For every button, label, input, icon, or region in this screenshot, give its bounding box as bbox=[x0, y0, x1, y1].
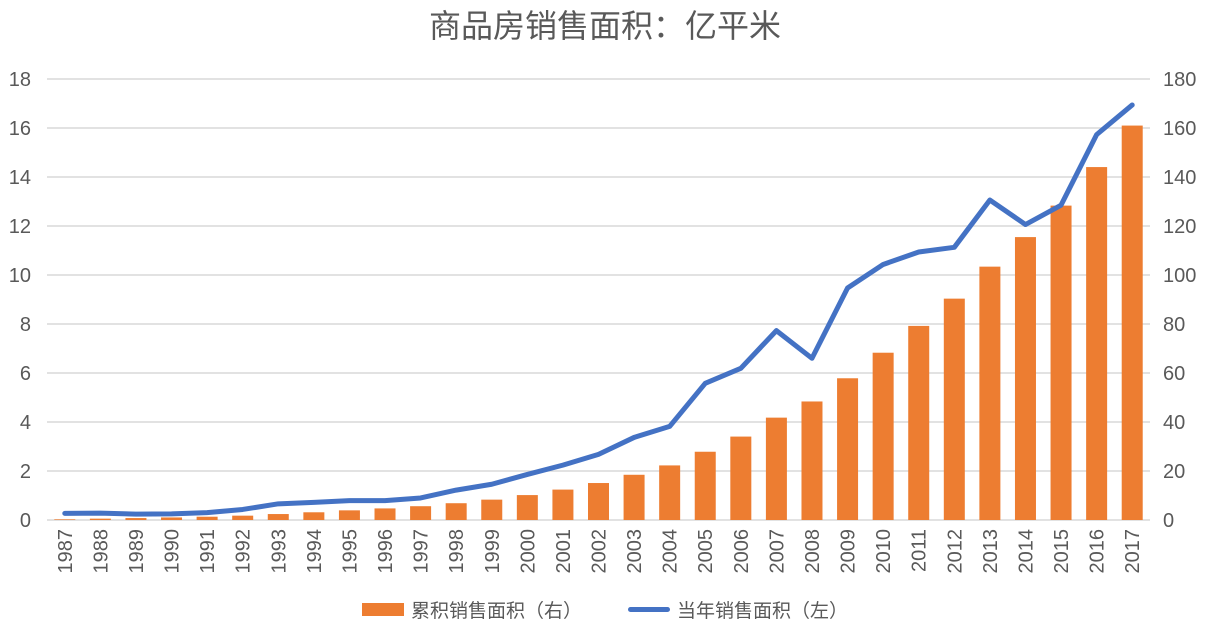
x-axis-label: 2000 bbox=[517, 529, 539, 574]
chart-title: 商品房销售面积：亿平米 bbox=[428, 8, 781, 44]
y-axis-tick-label-left: 6 bbox=[20, 363, 31, 385]
x-axis-label: 1999 bbox=[482, 529, 504, 574]
y-axis-tick-label-right: 0 bbox=[1163, 510, 1174, 532]
legend-line-swatch-icon bbox=[628, 607, 670, 612]
y-axis-tick-label-left: 10 bbox=[9, 265, 31, 287]
bar bbox=[1121, 125, 1143, 521]
y-axis-tick-label-right: 180 bbox=[1163, 69, 1196, 91]
bar bbox=[872, 352, 894, 520]
bar bbox=[588, 483, 609, 520]
y-axis-tick-label-right: 100 bbox=[1163, 265, 1196, 287]
bar bbox=[303, 512, 325, 520]
y-axis-tick-label-left: 16 bbox=[9, 118, 31, 140]
x-axis-label: 2006 bbox=[731, 529, 753, 574]
bar bbox=[54, 519, 76, 520]
bar bbox=[765, 417, 787, 520]
bar bbox=[801, 401, 823, 520]
x-axis-label: 1995 bbox=[339, 529, 361, 574]
legend-label-annual-sales: 当年销售面积（左） bbox=[677, 601, 849, 622]
x-axis-label: 1989 bbox=[126, 529, 148, 574]
y-axis-tick-label-right: 60 bbox=[1163, 363, 1185, 385]
bar bbox=[694, 451, 716, 520]
x-axis-label: 1996 bbox=[375, 529, 397, 574]
y-axis-tick-label-right: 20 bbox=[1163, 461, 1185, 483]
bar bbox=[837, 378, 859, 520]
x-axis-label: 1990 bbox=[162, 529, 184, 574]
bar bbox=[89, 518, 111, 520]
legend-item-cumulative-sales: 累积销售面积（右） bbox=[361, 596, 582, 623]
bar bbox=[338, 510, 360, 520]
chart-legend: 累积销售面积（右） 当年销售面积（左） bbox=[0, 596, 1210, 623]
x-axis-label: 2009 bbox=[838, 529, 860, 574]
y-axis-tick-label-right: 40 bbox=[1163, 412, 1185, 434]
y-axis-tick-label-left: 0 bbox=[20, 510, 31, 532]
bar bbox=[267, 514, 289, 520]
x-axis-label: 2014 bbox=[1015, 529, 1037, 574]
y-axis-tick-label-left: 4 bbox=[20, 412, 31, 434]
x-axis-label: 1993 bbox=[268, 529, 290, 574]
x-axis-label: 2015 bbox=[1051, 529, 1073, 574]
bar bbox=[979, 266, 1001, 520]
bar bbox=[445, 503, 467, 520]
y-axis-tick-label-right: 80 bbox=[1163, 314, 1185, 336]
bar bbox=[908, 325, 930, 520]
bar bbox=[516, 495, 538, 520]
x-axis-label: 1988 bbox=[90, 529, 112, 574]
data-line bbox=[62, 102, 1135, 517]
x-axis-label: 2004 bbox=[660, 529, 682, 574]
x-axis-label: 2011 bbox=[909, 529, 931, 572]
x-axis-label: 2005 bbox=[695, 529, 717, 574]
bar bbox=[943, 298, 965, 520]
x-axis-label: 2010 bbox=[873, 529, 895, 574]
y-axis-tick-label-left: 2 bbox=[20, 461, 31, 483]
x-axis-label: 2013 bbox=[980, 529, 1002, 574]
x-axis-label: 2012 bbox=[944, 529, 966, 574]
bar bbox=[374, 508, 396, 520]
x-axis-label: 2017 bbox=[1122, 529, 1144, 574]
x-axis-label: 2001 bbox=[553, 529, 575, 574]
legend-bar-swatch-icon bbox=[361, 603, 404, 616]
legend-label-cumulative-sales: 累积销售面积（右） bbox=[410, 601, 582, 622]
x-axis-label: 1994 bbox=[304, 529, 326, 574]
y-axis-tick-label-left: 14 bbox=[9, 167, 31, 189]
x-axis-label: 2003 bbox=[624, 529, 646, 574]
bar bbox=[1014, 237, 1036, 520]
bar bbox=[410, 506, 432, 520]
bar bbox=[161, 517, 183, 520]
y-axis-tick-label-left: 8 bbox=[20, 314, 31, 336]
x-axis-label: 1992 bbox=[233, 529, 255, 574]
y-axis-tick-label-left: 12 bbox=[9, 216, 31, 238]
x-axis-label: 1997 bbox=[411, 529, 433, 574]
bar bbox=[552, 489, 574, 520]
y-axis-tick-label-right: 160 bbox=[1163, 118, 1196, 140]
bar bbox=[232, 515, 254, 520]
legend-item-annual-sales: 当年销售面积（左） bbox=[628, 596, 848, 623]
x-axis-label: 1987 bbox=[55, 529, 77, 574]
bar bbox=[196, 516, 218, 520]
x-axis-label: 2016 bbox=[1087, 529, 1109, 574]
x-axis-label: 2008 bbox=[802, 529, 824, 574]
y-axis-tick-label-right: 140 bbox=[1163, 167, 1196, 189]
bar bbox=[623, 474, 645, 520]
bar bbox=[1050, 205, 1072, 520]
x-axis-label: 1998 bbox=[446, 529, 468, 574]
y-axis-tick-label-right: 120 bbox=[1163, 216, 1196, 238]
bar bbox=[125, 518, 147, 520]
bar bbox=[659, 465, 681, 520]
bar bbox=[1086, 167, 1108, 520]
bar bbox=[730, 436, 752, 520]
chart-plot-area: 0 0 2 20 4 40 6 60 8 80 10 100 12 120 14 140 16 160 18 180 1… bbox=[9, 69, 1197, 574]
x-axis-label: 2002 bbox=[589, 529, 611, 574]
y-axis-tick-label-left: 18 bbox=[9, 69, 31, 91]
x-axis-label: 1991 bbox=[197, 529, 219, 574]
x-axis-label: 2007 bbox=[766, 529, 788, 574]
bar bbox=[481, 499, 503, 520]
